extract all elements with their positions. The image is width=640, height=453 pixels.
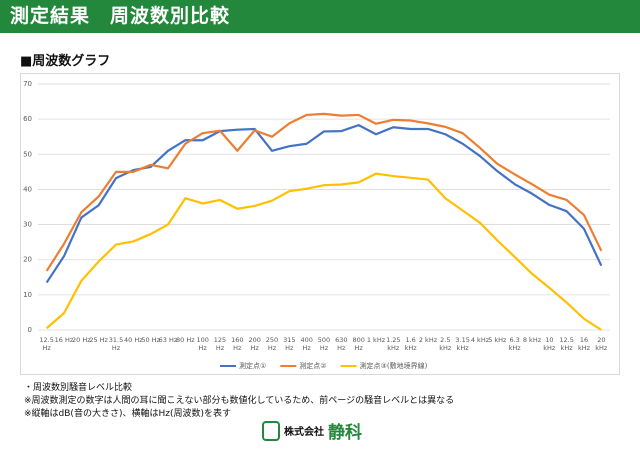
y-tick-label: 60 xyxy=(23,115,32,123)
x-tick-label: 2.5 kHz xyxy=(439,336,452,352)
x-tick-label: 160 Hz xyxy=(231,336,244,352)
legend-label: 測定点② xyxy=(299,361,326,370)
x-tick-label: 315 Hz xyxy=(283,336,296,352)
chart-frame xyxy=(20,73,620,375)
x-tick-label: 5 kHz xyxy=(488,336,507,344)
line-series xyxy=(45,172,602,331)
x-tick-label: 1.25 kHz xyxy=(386,336,401,352)
x-tick-label: 800 Hz xyxy=(352,336,365,352)
x-tick-label: 200 Hz xyxy=(248,336,261,352)
x-tick-label: 12.5 Hz xyxy=(39,336,54,352)
line-series xyxy=(45,112,603,272)
x-tick-label: 16 kHz xyxy=(577,336,591,352)
y-tick-label: 50 xyxy=(23,150,32,158)
x-tick-label: 16 Hz xyxy=(54,336,74,344)
logo-icon xyxy=(262,420,280,441)
x-tick-label: 20 Hz xyxy=(72,336,91,344)
x-tick-label: 2 kHz xyxy=(418,336,438,344)
x-tick-label: 25 Hz xyxy=(89,336,108,344)
x-tick-label: 400 Hz xyxy=(300,336,313,352)
x-tick-label: 3.15 kHz xyxy=(455,336,470,352)
x-tick-label: 500 Hz xyxy=(317,336,331,352)
x-tick-label: 12.5 kHz xyxy=(559,336,574,352)
note: ※縦軸はdB(音の大きさ)、横軸はHz(周波数)を表す xyxy=(24,409,231,419)
x-tick-label: 31.5 Hz xyxy=(108,336,124,352)
logo-company: 株式会社 xyxy=(284,427,324,438)
x-tick-label: 125 Hz xyxy=(213,336,227,352)
y-tick-label: 30 xyxy=(23,221,32,229)
x-tick-label: 630 Hz xyxy=(335,336,348,352)
legend-label: 測定点③(敷地境界線) xyxy=(360,361,428,370)
x-tick-label: 250 Hz xyxy=(265,336,279,352)
x-tick-label: 6.3 kHz xyxy=(508,336,521,352)
section-title: ■周波数グラフ xyxy=(20,54,111,69)
x-tick-label: 10 kHz xyxy=(543,336,556,352)
x-tick-label: 20 kHz xyxy=(595,336,608,352)
legend-label: 測定点① xyxy=(239,361,266,370)
y-tick-label: 10 xyxy=(23,291,32,299)
y-tick-label: 0 xyxy=(28,326,32,334)
x-tick-label: 8 kHz xyxy=(522,336,542,344)
x-tick-label: 40 Hz xyxy=(124,336,143,344)
y-tick-label: 70 xyxy=(23,80,32,88)
x-tick-label: 80 Hz xyxy=(176,336,195,344)
x-tick-label: 1.6 kHz xyxy=(404,336,417,352)
header-title: 測定結果 周波数別比較 xyxy=(0,0,640,33)
x-tick-label: 50 Hz xyxy=(141,336,160,344)
x-tick-label: 4 kHz xyxy=(470,336,490,344)
y-tick-label: 20 xyxy=(23,256,32,264)
x-tick-label: 1 kHz xyxy=(366,336,386,344)
y-tick-label: 40 xyxy=(23,185,32,193)
logo: 株式会社 静科 xyxy=(262,418,362,443)
note: ・周波数別騒音レベル比較 xyxy=(24,383,133,393)
note: ※周波数測定の数字は人間の耳に聞こえない部分も数値化しているため、前ページの騒音… xyxy=(24,396,455,406)
logo-name: 静科 xyxy=(328,423,362,443)
x-tick-label: 100 Hz xyxy=(196,336,209,352)
x-tick-label: 63 Hz xyxy=(158,336,178,344)
